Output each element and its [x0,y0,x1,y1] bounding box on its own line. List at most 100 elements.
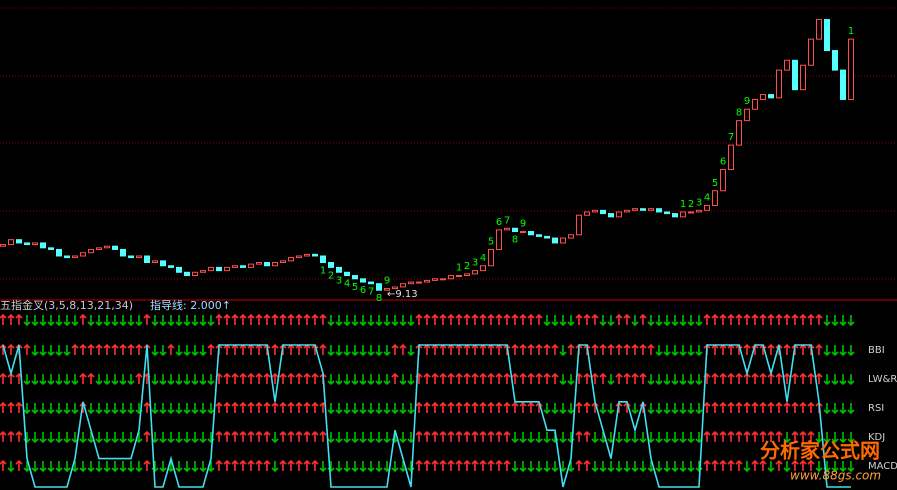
down-arrow [327,403,335,415]
down-arrow [535,432,543,444]
count-label: 6 [360,285,366,296]
candle-body [616,211,622,218]
down-arrow [543,403,551,415]
candle-body [584,211,590,216]
up-arrow [295,459,303,471]
up-arrow [391,343,399,355]
count-label: 4 [704,192,710,203]
count-label: 6 [496,217,502,228]
down-arrow [343,345,351,357]
down-arrow [359,432,367,444]
up-arrow [495,430,503,442]
down-arrow [39,432,47,444]
up-arrow [511,313,519,325]
up-arrow [303,430,311,442]
down-arrow [191,345,199,357]
up-arrow [439,430,447,442]
candle-body [56,248,62,257]
candle-body [8,239,14,246]
up-arrow [0,430,7,442]
down-arrow [391,461,399,473]
up-arrow [223,343,231,355]
up-arrow [599,372,607,384]
down-arrow [679,345,687,357]
down-arrow [31,403,39,415]
candle-body [544,235,550,239]
up-arrow [303,401,311,413]
down-arrow [63,315,71,327]
down-arrow [655,345,663,357]
up-arrow [535,343,543,355]
candle-body [688,211,694,214]
up-arrow [807,430,815,442]
down-arrow [127,432,135,444]
down-arrow [47,461,55,473]
up-arrow [807,459,815,471]
up-arrow [7,313,15,325]
down-arrow [359,403,367,415]
up-arrow [479,343,487,355]
candle-body [248,263,254,268]
up-arrow [455,430,463,442]
down-arrow [351,403,359,415]
down-arrow [335,403,343,415]
up-arrow [231,430,239,442]
up-arrow [439,343,447,355]
row-label: LW&R [868,374,897,385]
up-arrow [631,372,639,384]
down-arrow [767,461,775,473]
down-arrow [399,374,407,386]
down-arrow [695,315,703,327]
up-arrow [807,372,815,384]
up-arrow [615,372,623,384]
down-arrow [351,345,359,357]
count-label: 9 [744,96,750,107]
down-arrow [671,374,679,386]
candle-body [696,209,702,213]
down-arrow [687,374,695,386]
down-arrow [359,315,367,327]
up-arrow [23,343,31,355]
up-arrow [135,372,143,384]
down-arrow [319,461,327,473]
candle-body [392,286,398,290]
up-arrow [759,372,767,384]
down-arrow [367,315,375,327]
up-arrow [727,401,735,413]
down-arrow [631,461,639,473]
candle-body [432,278,438,281]
up-arrow [487,313,495,325]
down-arrow [327,315,335,327]
up-arrow [487,430,495,442]
candle-body [416,281,422,284]
down-arrow [623,432,631,444]
candle-body [376,283,382,291]
down-arrow [55,315,63,327]
count-label: 1 [848,26,854,37]
down-arrow [351,315,359,327]
down-arrow [375,432,383,444]
up-arrow [607,343,615,355]
up-arrow [415,459,423,471]
down-arrow [63,432,71,444]
up-arrow [223,430,231,442]
count-label: 8 [512,235,518,246]
down-arrow [559,403,567,415]
down-arrow [135,315,143,327]
down-arrow [815,432,823,444]
up-arrow [479,372,487,384]
down-arrow [519,432,527,444]
up-arrow [431,372,439,384]
candle-body [400,283,406,288]
candle-body [352,275,358,280]
down-arrow [63,345,71,357]
count-label: 8 [736,108,742,119]
down-arrow [511,432,519,444]
down-arrow [191,461,199,473]
up-arrow [759,459,767,471]
up-arrow [287,313,295,325]
down-arrow [383,374,391,386]
up-arrow [231,401,239,413]
up-arrow [255,343,263,355]
